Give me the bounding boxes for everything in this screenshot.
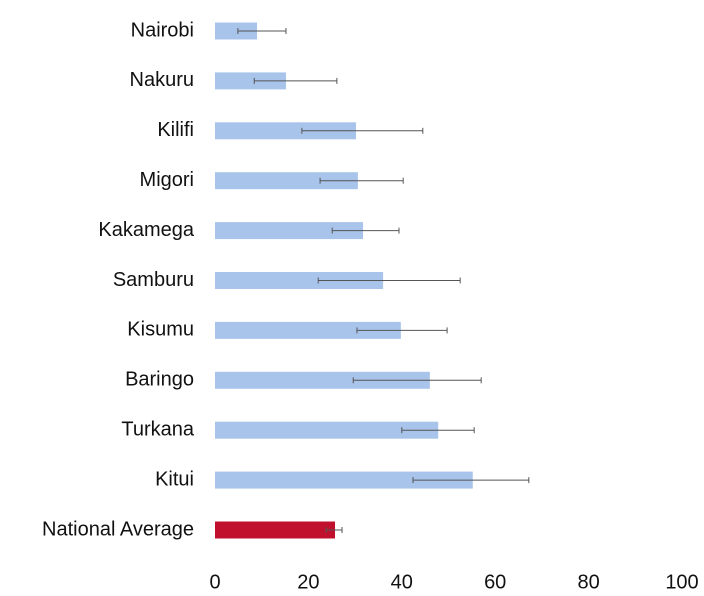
y-tick-label: Nairobi (131, 19, 194, 41)
error-bar (412, 477, 530, 484)
error-bar (319, 177, 404, 184)
bar (215, 272, 384, 289)
bar (215, 22, 258, 40)
x-tick-label: 80 (577, 571, 599, 593)
bar (215, 421, 439, 439)
bar (215, 471, 473, 489)
error-bar (301, 127, 424, 134)
x-tick-label: 40 (391, 571, 413, 593)
bar (215, 321, 401, 339)
y-tick-label: Samburu (113, 269, 194, 291)
bar (215, 72, 286, 90)
y-tick-label: Baringo (125, 369, 194, 391)
bar (215, 371, 430, 389)
bar (215, 122, 357, 140)
x-tick-label: 100 (665, 571, 698, 593)
y-tick-label: Kisumu (127, 319, 194, 341)
y-tick-label: Nakuru (130, 69, 194, 91)
y-tick-label: Turkana (121, 418, 195, 440)
x-tick-label: 0 (209, 571, 220, 593)
x-tick-label: 20 (297, 571, 319, 593)
error-bar (401, 427, 475, 434)
y-tick-label: Migori (140, 169, 194, 191)
error-bar (317, 277, 461, 284)
bar (215, 521, 336, 539)
y-tick-label: National Average (42, 518, 194, 540)
error-bar (325, 527, 343, 533)
x-tick-label: 60 (484, 571, 506, 593)
y-tick-label: Kitui (155, 468, 194, 490)
error-bar (237, 28, 287, 34)
error-bar (352, 377, 482, 384)
error-bar (356, 327, 448, 334)
error-bar (253, 77, 338, 84)
error-bar (331, 227, 400, 234)
y-tick-label: Kilifi (157, 119, 194, 141)
y-tick-label: Kakamega (98, 219, 194, 241)
bar (215, 172, 358, 190)
bar (215, 222, 364, 240)
